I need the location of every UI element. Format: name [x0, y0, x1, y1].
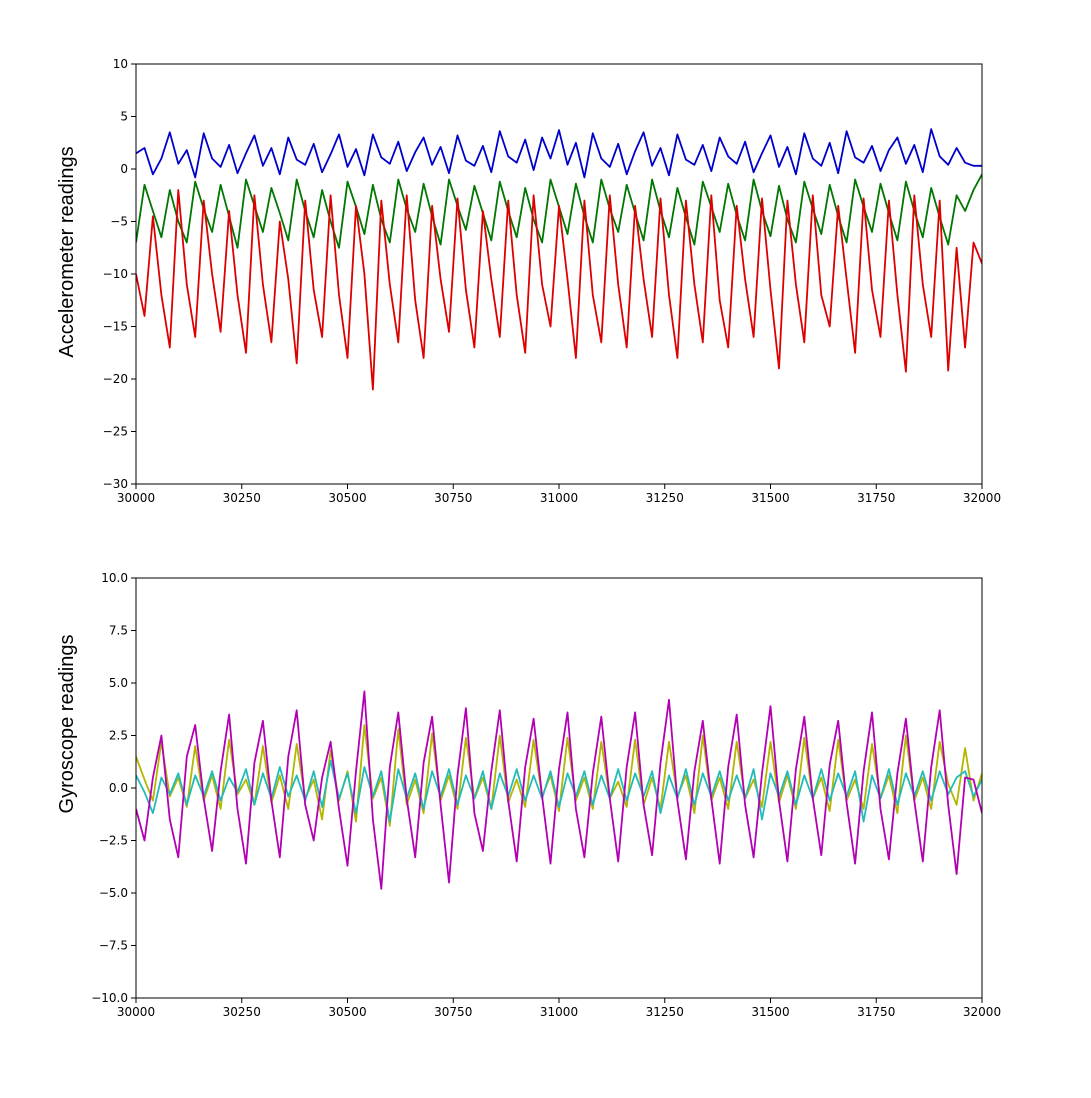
- gyroscope-x-tick-label: 30250: [223, 1005, 261, 1019]
- accelerometer-x-tick-label: 31500: [751, 491, 789, 505]
- gyroscope-x-tick-label: 30000: [117, 1005, 155, 1019]
- gyroscope-series-line-1: [136, 724, 982, 827]
- accelerometer-series-line-1: [136, 128, 982, 179]
- gyroscope-x-tick-label: 32000: [963, 1005, 1001, 1019]
- gyroscope-series: [136, 690, 982, 890]
- gyroscope-y-tick-label: 2.5: [109, 729, 128, 743]
- gyroscope-y-ticks: 10.0 7.5 5.0 2.5 0.0 −2.5 −5.0 −7.5 −10.0: [91, 571, 136, 1005]
- accelerometer-y-ticks: 10 5 0 −5 −10 −15 −20 −25 −30: [103, 57, 136, 491]
- gyroscope-chart: Gyroscope readings 10.0 7.5 5.0 2.5 0.0 −2.5 −…: [56, 571, 1001, 1019]
- gyroscope-y-tick-label: 7.5: [109, 624, 128, 638]
- gyroscope-x-tick-label: 30500: [328, 1005, 366, 1019]
- accelerometer-x-tick-label: 30000: [117, 491, 155, 505]
- accelerometer-y-tick-label: −15: [103, 320, 128, 334]
- accelerometer-plot-frame: [135, 63, 983, 485]
- gyroscope-x-tick-label: 31500: [751, 1005, 789, 1019]
- gyroscope-x-tick-label: 31000: [540, 1005, 578, 1019]
- accelerometer-x-tick-label: 30250: [223, 491, 261, 505]
- gyroscope-y-tick-label: −7.5: [99, 939, 128, 953]
- accelerometer-y-tick-label: −10: [103, 267, 128, 281]
- accelerometer-y-tick-label: 5: [120, 110, 128, 124]
- accelerometer-y-tick-label: −20: [103, 372, 128, 386]
- accelerometer-x-tick-label: 31250: [646, 491, 684, 505]
- gyroscope-y-axis-label: Gyroscope readings: [56, 635, 78, 814]
- accelerometer-y-tick-label: 10: [113, 57, 128, 71]
- accelerometer-x-tick-label: 31000: [540, 491, 578, 505]
- gyroscope-y-tick-label: 5.0: [109, 676, 128, 690]
- accelerometer-y-tick-label: 0: [120, 162, 128, 176]
- gyroscope-series-line-2: [136, 759, 982, 823]
- accelerometer-x-ticks: 30000 30250 30500 30750 31000 31250 31500 31750…: [117, 484, 1001, 505]
- gyroscope-x-tick-label: 31750: [857, 1005, 895, 1019]
- accelerometer-x-tick-label: 31750: [857, 491, 895, 505]
- accelerometer-x-tick-label: 30500: [328, 491, 366, 505]
- gyroscope-y-tick-label: −10.0: [91, 991, 128, 1005]
- accelerometer-y-tick-label: −25: [103, 425, 128, 439]
- accelerometer-y-axis-label: Accelerometer readings: [56, 146, 78, 357]
- gyroscope-y-tick-label: −5.0: [99, 886, 128, 900]
- gyroscope-x-ticks: 30000 30250 30500 30750 31000 31250 31500 31750…: [117, 998, 1001, 1019]
- gyroscope-y-tick-label: −2.5: [99, 834, 128, 848]
- accelerometer-y-tick-label: −30: [103, 477, 128, 491]
- gyroscope-y-tick-label: 0.0: [109, 781, 128, 795]
- accelerometer-series-line-3: [136, 189, 982, 391]
- gyroscope-plot-frame: [135, 577, 983, 999]
- accelerometer-series: [136, 128, 982, 391]
- accelerometer-y-tick-label: −5: [110, 215, 128, 229]
- accelerometer-x-tick-label: 30750: [434, 491, 472, 505]
- gyroscope-y-tick-label: 10.0: [101, 571, 128, 585]
- accelerometer-x-tick-label: 32000: [963, 491, 1001, 505]
- gyroscope-series-line-3: [136, 690, 982, 890]
- accelerometer-chart: Accelerometer readings 10 5 0 −5 −10 −15 −20 −2…: [56, 57, 1001, 505]
- gyroscope-x-tick-label: 31250: [646, 1005, 684, 1019]
- gyroscope-x-tick-label: 30750: [434, 1005, 472, 1019]
